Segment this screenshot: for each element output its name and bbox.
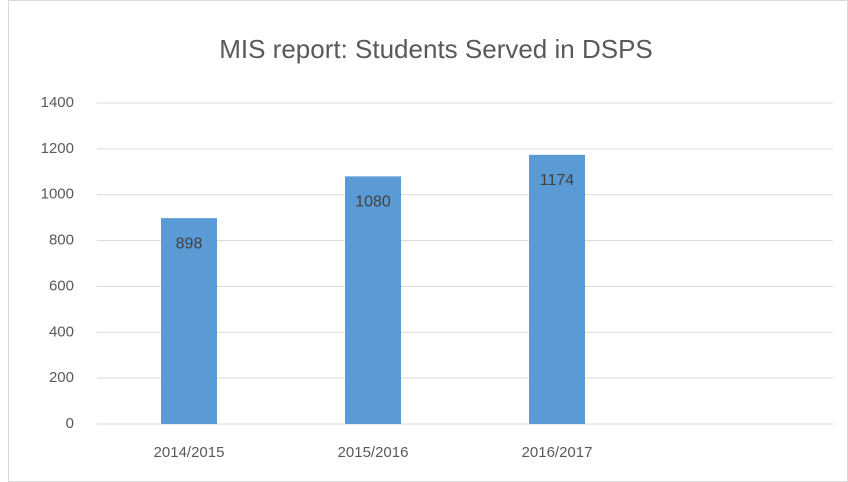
x-tick-label: 2016/2017 (522, 444, 593, 461)
y-tick-label: 800 (49, 232, 74, 249)
bar (529, 154, 585, 424)
x-tick-label: 2015/2016 (338, 444, 409, 461)
bar (345, 176, 401, 424)
x-tick-label: 2014/2015 (154, 444, 225, 461)
y-tick-label: 200 (49, 369, 74, 386)
y-tick-label: 0 (66, 415, 74, 432)
data-label: 1174 (540, 172, 575, 189)
y-tick-label: 1200 (41, 140, 74, 157)
y-tick-label: 1400 (41, 94, 74, 111)
chart-title: MIS report: Students Served in DSPS (219, 34, 653, 64)
y-tick-label: 1000 (41, 186, 74, 203)
bar (161, 218, 217, 424)
y-tick-label: 400 (49, 323, 74, 340)
data-label: 898 (176, 235, 203, 252)
data-label: 1080 (355, 194, 391, 211)
y-tick-label: 600 (49, 277, 74, 294)
